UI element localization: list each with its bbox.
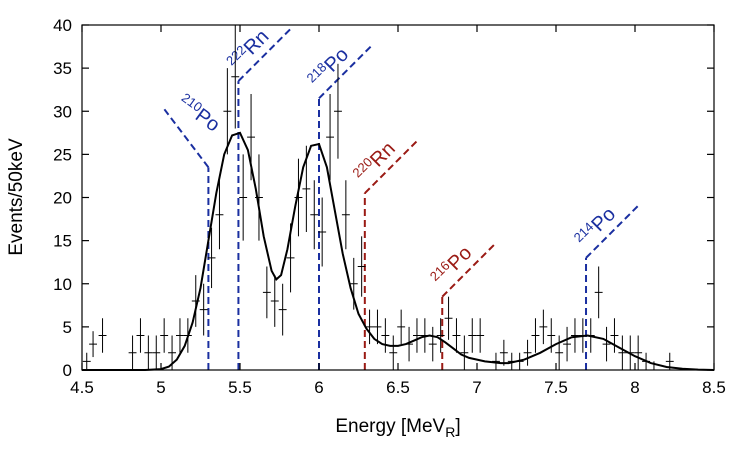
y-tick-label: 20 xyxy=(53,189,72,208)
x-tick-label: 8.5 xyxy=(702,378,726,397)
data-point xyxy=(452,318,461,353)
y-tick-label: 30 xyxy=(53,102,72,121)
x-tick-label: 6 xyxy=(314,378,323,397)
data-point xyxy=(341,180,350,250)
data-point xyxy=(82,352,91,370)
marker-214po: 214Po xyxy=(571,202,639,370)
x-tick-label: 5 xyxy=(156,378,165,397)
data-point xyxy=(373,309,382,345)
y-tick-label: 25 xyxy=(53,145,72,164)
y-axis-ticks: 0 5 10 15 20 25 30 35 40 xyxy=(53,16,714,380)
data-point xyxy=(618,335,627,370)
data-point xyxy=(476,318,485,353)
x-axis-ticks: 4.5 5 5.5 6 6.5 7 7.5 8 8.5 xyxy=(70,25,726,397)
data-point xyxy=(634,335,643,370)
data-point xyxy=(389,335,398,370)
data-point xyxy=(357,236,366,297)
data-point xyxy=(539,309,548,345)
fit-curve xyxy=(82,131,715,371)
x-tick-label: 7.5 xyxy=(544,378,568,397)
y-tick-label: 5 xyxy=(63,318,72,337)
isotope-label: 218Po xyxy=(304,42,354,92)
data-point xyxy=(239,154,248,241)
marker-leader-line xyxy=(163,108,210,168)
data-point xyxy=(152,335,161,370)
x-axis-label: Energy [MeVR] xyxy=(335,416,460,440)
data-point xyxy=(207,227,216,289)
marker-leader-line xyxy=(441,243,495,298)
data-point xyxy=(334,63,342,159)
marker-leader-line xyxy=(318,45,372,100)
data-point xyxy=(468,318,477,353)
data-point xyxy=(523,339,532,366)
marker-218po: 218Po xyxy=(304,42,372,370)
y-tick-label: 0 xyxy=(63,361,72,380)
x-tick-label: 8 xyxy=(630,378,639,397)
data-point xyxy=(531,318,540,353)
isotope-label: 210Po xyxy=(173,90,224,137)
data-point xyxy=(160,318,169,353)
data-point xyxy=(326,94,335,181)
marker-210po: 210Po xyxy=(163,90,224,370)
data-point xyxy=(594,266,603,319)
data-point xyxy=(349,257,358,310)
data-point xyxy=(365,309,374,345)
isotope-label: 214Po xyxy=(571,202,621,252)
plot-frame xyxy=(81,24,715,371)
data-point xyxy=(310,180,319,250)
data-point xyxy=(602,326,611,362)
isotope-label: 216Po xyxy=(427,241,477,291)
data-point xyxy=(89,331,98,358)
marker-leader-line xyxy=(364,140,418,194)
data-point xyxy=(98,318,107,353)
y-axis-label: Events/50keV xyxy=(6,138,27,256)
y-tick-label: 10 xyxy=(53,275,72,294)
data-point xyxy=(460,335,469,370)
data-point xyxy=(381,318,390,353)
data-point xyxy=(413,318,421,353)
marker-leader-line xyxy=(237,28,292,82)
data-point xyxy=(436,318,445,353)
data-point xyxy=(199,283,208,336)
data-point xyxy=(610,318,619,353)
data-point xyxy=(318,197,327,267)
data-point xyxy=(223,68,232,155)
data-point xyxy=(270,275,279,327)
data-point xyxy=(262,266,271,319)
x-tick-label: 5.5 xyxy=(228,378,252,397)
x-tick-label: 7 xyxy=(472,378,481,397)
data-point xyxy=(571,318,579,353)
marker-220rn: 220Rn xyxy=(349,136,418,370)
y-tick-label: 40 xyxy=(53,16,72,35)
data-point xyxy=(215,180,224,250)
data-point xyxy=(136,318,145,353)
marker-216po: 216Po xyxy=(427,241,495,370)
y-tick-label: 35 xyxy=(53,59,72,78)
data-point xyxy=(499,339,508,366)
x-tick-label: 4.5 xyxy=(70,378,94,397)
data-points xyxy=(82,25,674,371)
data-point xyxy=(128,335,137,370)
data-point xyxy=(555,335,564,370)
data-point xyxy=(563,326,572,362)
data-point xyxy=(397,309,406,345)
data-point xyxy=(144,335,153,370)
data-point xyxy=(428,326,437,362)
data-point xyxy=(278,283,287,336)
marker-leader-line xyxy=(585,205,639,259)
isotope-label: 222Rn xyxy=(223,24,273,74)
isotope-label: 220Rn xyxy=(349,136,399,186)
y-tick-label: 15 xyxy=(53,232,72,251)
data-point xyxy=(231,25,240,129)
data-point xyxy=(176,318,184,353)
x-tick-label: 6.5 xyxy=(386,378,410,397)
data-point xyxy=(294,158,303,237)
data-point xyxy=(444,296,453,340)
